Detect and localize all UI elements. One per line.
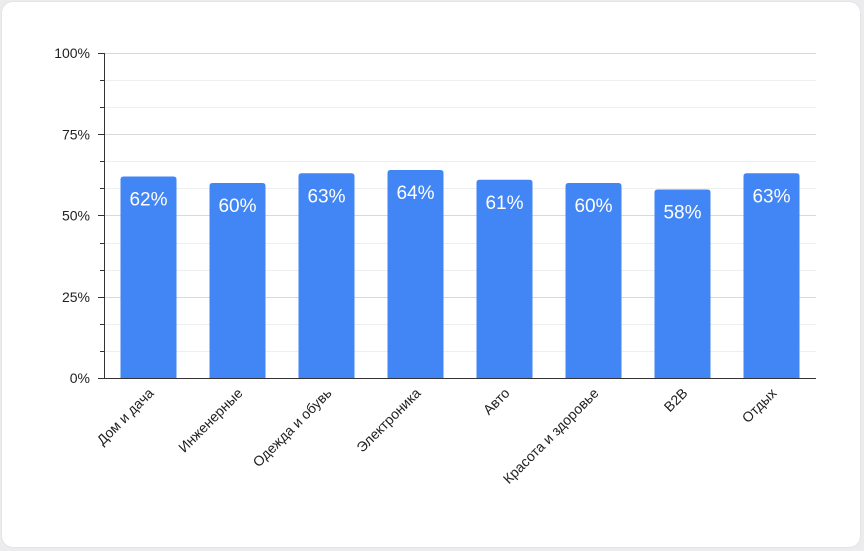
bar-data-label: 62% xyxy=(129,190,167,211)
x-tick-label: Инженерные xyxy=(175,385,246,456)
y-tick-label: 50% xyxy=(62,208,90,224)
bar-data-label: 63% xyxy=(307,186,345,207)
y-tick-label: 100% xyxy=(54,45,90,61)
bar xyxy=(654,189,711,378)
bar-data-label: 60% xyxy=(218,196,256,217)
bar xyxy=(565,183,622,378)
x-tick-label: Красота и здоровье xyxy=(500,385,602,487)
bars: 62% 60% 63% 64% 61% 60% 58% 63% xyxy=(120,170,800,378)
y-tick-label: 0% xyxy=(70,370,90,386)
bar xyxy=(209,183,266,378)
bar xyxy=(476,179,533,378)
x-tick-label: Электроника xyxy=(353,385,424,456)
bar-data-label: 58% xyxy=(663,203,701,224)
bar xyxy=(298,173,355,378)
x-tick-label: Одежда и обувь xyxy=(249,385,334,470)
bar-data-label: 64% xyxy=(396,183,434,204)
bar-data-label: 60% xyxy=(574,196,612,217)
x-tick-label: B2B xyxy=(661,385,691,415)
y-tick-label: 25% xyxy=(62,289,90,305)
bar xyxy=(120,176,177,378)
x-tick-label: Дом и дача xyxy=(93,385,156,448)
bar xyxy=(743,173,800,378)
x-tick-label: Авто xyxy=(480,385,513,418)
bar xyxy=(387,170,444,378)
y-tick-label: 75% xyxy=(62,126,90,142)
bar-data-label: 61% xyxy=(485,193,523,214)
bar-data-label: 63% xyxy=(752,186,790,207)
x-tick-label: Отдых xyxy=(739,385,780,426)
